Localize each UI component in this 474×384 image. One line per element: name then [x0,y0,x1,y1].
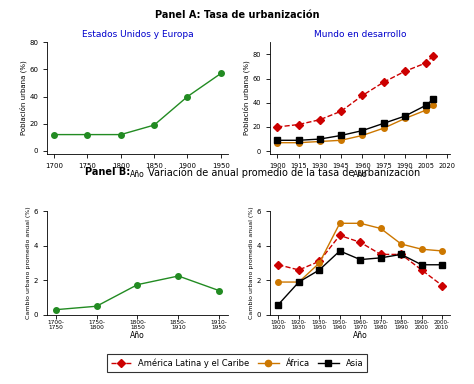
X-axis label: Año: Año [353,331,368,341]
Y-axis label: Cambio urbano promedio anual (%): Cambio urbano promedio anual (%) [26,207,31,319]
Y-axis label: Cambio urbano promedio anual (%): Cambio urbano promedio anual (%) [249,207,254,319]
X-axis label: Año: Año [353,170,368,179]
X-axis label: Año: Año [130,170,145,179]
Y-axis label: Población urbana (%): Población urbana (%) [242,61,250,135]
Legend: América Latina y el Caribe, África, Asia: América Latina y el Caribe, África, Asia [107,354,367,372]
Text: Panel A: Tasa de urbanización: Panel A: Tasa de urbanización [155,10,319,20]
X-axis label: Año: Año [130,331,145,341]
Y-axis label: Población urbana (%): Población urbana (%) [19,61,27,135]
Text: Variación de anual promedio de la tasa de urbanización: Variación de anual promedio de la tasa d… [145,167,420,177]
Title: Estados Unidos y Europa: Estados Unidos y Europa [82,30,193,39]
Text: Panel B:: Panel B: [85,167,130,177]
Title: Mundo en desarrollo: Mundo en desarrollo [314,30,407,39]
